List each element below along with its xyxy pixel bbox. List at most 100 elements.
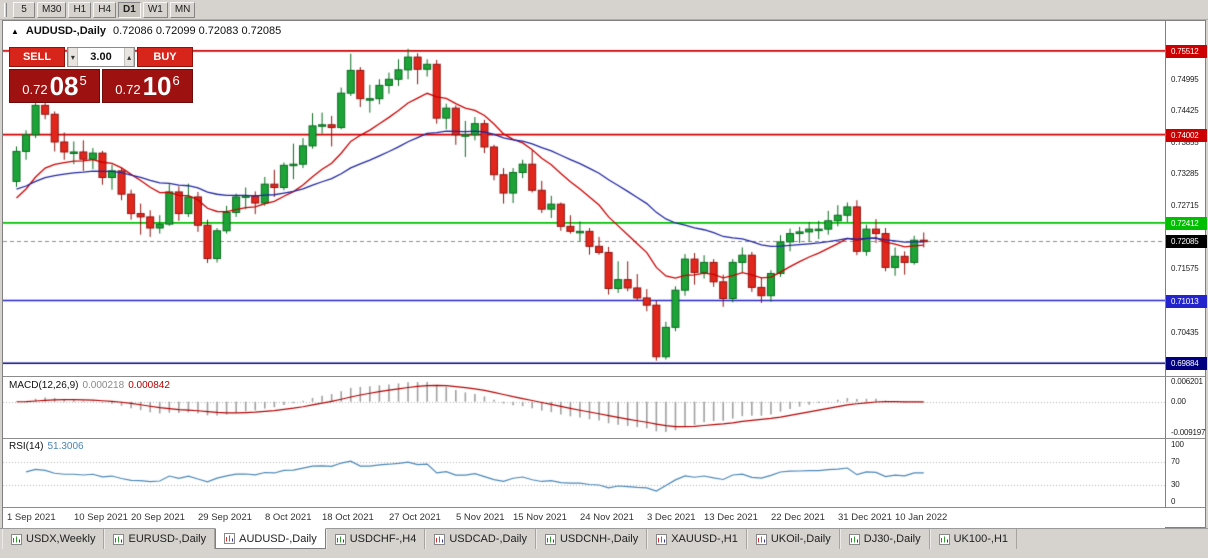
tab-usdchf-h4[interactable]: USDCHF-,H4 xyxy=(325,529,426,549)
panel-separator[interactable] xyxy=(3,376,1205,377)
rsi-scale-label: 0 xyxy=(1171,497,1176,506)
chart-symbol-period: AUDUSD-,Daily xyxy=(25,25,106,37)
time-axis-label: 22 Dec 2021 xyxy=(771,512,825,523)
current-price-label: 0.72085 xyxy=(1166,235,1207,248)
buy-price-prefix: 0.72 xyxy=(115,82,141,97)
rsi-indicator-label: RSI(14) 51.3006 xyxy=(9,441,84,452)
period-button-5[interactable]: 5 xyxy=(13,1,35,18)
tab-ukoil-daily[interactable]: UKOil-,Daily xyxy=(746,529,840,549)
volume-increase-button[interactable]: ▴ xyxy=(124,48,134,66)
mini-chart-icon xyxy=(755,533,767,545)
price-scale[interactable]: 0.74995 0.74425 0.73855 0.73285 0.72715 0.715… xyxy=(1166,21,1207,508)
tab-label: EURUSD-,Daily xyxy=(128,533,207,545)
volume-input[interactable] xyxy=(77,48,125,66)
rsi-name: RSI(14) xyxy=(9,441,44,452)
rsi-scale-label: 100 xyxy=(1171,440,1184,449)
rsi-scale-label: 70 xyxy=(1171,457,1180,466)
price-tick-label: 0.74995 xyxy=(1171,75,1199,84)
mini-chart-icon xyxy=(938,533,950,545)
panel-separator[interactable] xyxy=(3,438,1205,439)
status-strip xyxy=(0,549,1208,558)
buy-price-pipette: 6 xyxy=(172,73,180,88)
period-button-w1[interactable]: W1 xyxy=(142,1,168,18)
time-axis-label: 10 Sep 2021 xyxy=(74,512,128,523)
time-axis-label: 27 Oct 2021 xyxy=(389,512,441,523)
mini-chart-icon xyxy=(224,533,236,544)
price-level-label: 0.72412 xyxy=(1166,217,1207,230)
time-axis-label: 31 Dec 2021 xyxy=(838,512,892,523)
tab-usdx-weekly[interactable]: USDX,Weekly xyxy=(2,529,105,549)
trade-prices-row: 0.72 08 5 0.72 10 6 xyxy=(9,69,193,103)
mini-chart-icon xyxy=(11,533,22,545)
tab-label: UKOil-,Daily xyxy=(770,533,831,545)
rsi-value: 51.3006 xyxy=(47,441,84,452)
tab-label: UK100-,H1 xyxy=(953,533,1009,545)
tab-label: USDX,Weekly xyxy=(26,533,96,545)
time-axis-label: 10 Jan 2022 xyxy=(895,512,948,523)
time-axis-label: 20 Sep 2021 xyxy=(131,512,185,523)
macd-signal-value: 0.000842 xyxy=(128,380,170,391)
tab-eurusd-daily[interactable]: EURUSD-,Daily xyxy=(104,529,216,549)
chart-ohlc-values: 0.72086 0.72099 0.72083 0.72085 xyxy=(113,25,282,37)
panel-separator xyxy=(3,507,1205,508)
trade-controls-row: SELL ▾ ▴ BUY xyxy=(9,47,193,67)
price-level-label: 0.69884 xyxy=(1166,357,1207,370)
time-axis-label: 8 Oct 2021 xyxy=(265,512,312,523)
chart-canvas[interactable] xyxy=(3,21,1165,508)
time-axis-label: 13 Dec 2021 xyxy=(704,512,758,523)
tab-uk100-h1[interactable]: UK100-,H1 xyxy=(929,529,1018,549)
time-axis-label: 1 Sep 2021 xyxy=(7,512,56,523)
sell-price-pipette: 5 xyxy=(79,73,87,88)
price-tick-label: 0.72715 xyxy=(1171,201,1199,210)
rsi-scale-label: 30 xyxy=(1171,480,1180,489)
chart-tab-bar: USDX,Weekly EURUSD-,Daily AUDUSD-,Daily USD… xyxy=(0,528,1208,549)
one-click-trade-panel: SELL ▾ ▴ BUY 0.72 08 5 0.72 10 6 xyxy=(9,47,193,103)
buy-price-main: 10 xyxy=(142,71,172,101)
volume-decrease-button[interactable]: ▾ xyxy=(68,48,78,66)
timeframe-toolbar: 5 M30 H1 H4 D1 W1 MN xyxy=(0,0,1208,20)
period-button-mn[interactable]: MN xyxy=(169,1,196,18)
volume-spinner: ▾ ▴ xyxy=(67,47,135,67)
chart-menu-arrow-icon[interactable]: ▲ xyxy=(11,26,19,36)
sell-price-display[interactable]: 0.72 08 5 xyxy=(9,69,100,103)
time-axis[interactable]: 1 Sep 2021 10 Sep 2021 20 Sep 2021 29 Sep 2… xyxy=(3,508,1165,528)
period-buttons: 5 M30 H1 H4 D1 W1 MN xyxy=(13,1,196,18)
mini-chart-icon xyxy=(848,533,860,545)
tab-label: USDCAD-,Daily xyxy=(449,533,527,545)
tab-usdcnh-daily[interactable]: USDCNH-,Daily xyxy=(535,529,648,549)
tab-label: XAUUSD-,H1 xyxy=(671,533,738,545)
price-tick-label: 0.71575 xyxy=(1171,264,1199,273)
period-button-h4[interactable]: H4 xyxy=(93,1,117,18)
buy-button[interactable]: BUY xyxy=(137,47,193,67)
chart-window: 0.74995 0.74425 0.73855 0.73285 0.72715 0.715… xyxy=(2,20,1207,528)
price-level-label: 0.74002 xyxy=(1166,129,1207,142)
price-tick-label: 0.70435 xyxy=(1171,328,1199,337)
time-axis-label: 3 Dec 2021 xyxy=(647,512,696,523)
time-axis-label: 15 Nov 2021 xyxy=(513,512,567,523)
buy-price-display[interactable]: 0.72 10 6 xyxy=(102,69,193,103)
price-tick-label: 0.73855 xyxy=(1171,138,1199,147)
sell-button[interactable]: SELL xyxy=(9,47,65,67)
toolbar-grip[interactable] xyxy=(4,2,7,17)
mini-chart-icon xyxy=(334,533,346,545)
period-button-h1[interactable]: H1 xyxy=(68,1,92,18)
macd-scale-label: 0.006201 xyxy=(1171,377,1203,386)
macd-indicator-label: MACD(12,26,9) 0.000218 0.000842 xyxy=(9,380,170,391)
period-button-d1[interactable]: D1 xyxy=(118,1,141,18)
tab-dj30-daily[interactable]: DJ30-,Daily xyxy=(839,529,930,549)
mini-chart-icon xyxy=(656,533,668,545)
tab-label: AUDUSD-,Daily xyxy=(239,532,317,545)
price-scale-border xyxy=(1165,21,1166,508)
tab-xauusd-h1[interactable]: XAUUSD-,H1 xyxy=(647,529,747,549)
tab-usdcad-daily[interactable]: USDCAD-,Daily xyxy=(425,529,536,549)
macd-main-value: 0.000218 xyxy=(82,380,125,391)
tab-audusd-daily[interactable]: AUDUSD-,Daily xyxy=(215,528,326,549)
price-level-label: 0.71013 xyxy=(1166,295,1207,308)
mini-chart-icon xyxy=(434,533,446,545)
tab-label: USDCNH-,Daily xyxy=(559,533,639,545)
macd-scale-label: -0.009197 xyxy=(1171,428,1206,437)
period-button-m30[interactable]: M30 xyxy=(37,1,67,18)
tab-label: USDCHF-,H4 xyxy=(349,533,417,545)
sell-price-main: 08 xyxy=(49,71,79,101)
price-tick-label: 0.74425 xyxy=(1171,106,1199,115)
